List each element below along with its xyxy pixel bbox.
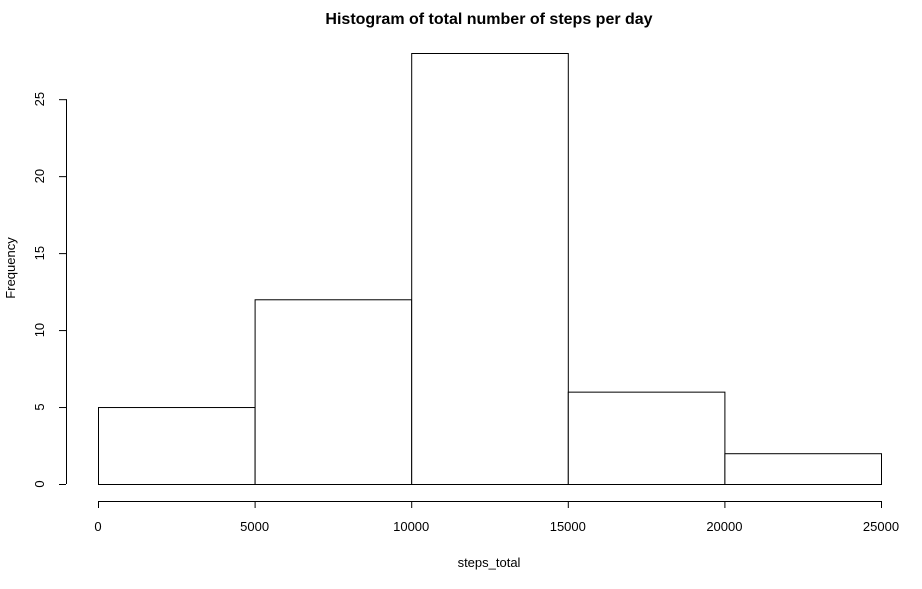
y-tick-label: 25 bbox=[32, 92, 47, 106]
x-tick-label: 0 bbox=[94, 519, 101, 534]
x-tick-label: 20000 bbox=[706, 519, 742, 534]
x-tick-label: 25000 bbox=[863, 519, 899, 534]
x-tick-label: 15000 bbox=[550, 519, 586, 534]
chart-title: Histogram of total number of steps per d… bbox=[325, 11, 652, 28]
histogram-bar-5 bbox=[724, 453, 883, 486]
y-tick-label: 20 bbox=[32, 169, 47, 183]
x-axis-label: steps_total bbox=[458, 555, 521, 570]
y-axis: 0 5 10 15 20 25 bbox=[32, 92, 67, 488]
y-tick-label: 5 bbox=[32, 403, 47, 410]
x-tick-label: 10000 bbox=[393, 519, 429, 534]
histogram-bar-3 bbox=[411, 53, 569, 485]
x-axis: 0 5000 10000 15000 20000 25000 bbox=[94, 501, 899, 534]
x-tick-label: 5000 bbox=[240, 519, 269, 534]
histogram-bar-1 bbox=[98, 407, 256, 485]
histogram-bar-2 bbox=[254, 299, 413, 485]
histogram-bar-4 bbox=[567, 391, 726, 485]
y-tick-label: 15 bbox=[32, 246, 47, 260]
y-tick-label: 0 bbox=[32, 480, 47, 487]
y-tick-label: 10 bbox=[32, 323, 47, 337]
bars-group bbox=[98, 53, 883, 486]
y-axis-label: Frequency bbox=[3, 237, 18, 299]
